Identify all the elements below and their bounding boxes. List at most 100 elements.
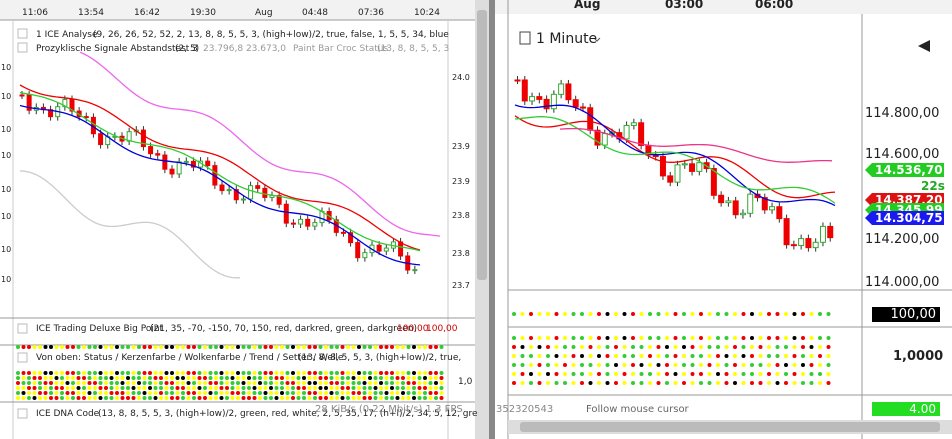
splitter[interactable] <box>489 0 495 439</box>
candle <box>183 160 189 163</box>
signal-dot <box>588 372 593 376</box>
signal-dot <box>335 391 339 395</box>
indicator-line <box>514 104 836 207</box>
collapse-arrow[interactable] <box>918 40 930 52</box>
signal-dot <box>192 386 196 390</box>
signal-dot <box>335 381 339 385</box>
signal-dot <box>716 381 720 385</box>
signal-dot <box>98 396 103 400</box>
candle <box>827 225 834 239</box>
signal-dot <box>208 381 213 385</box>
signal-dot <box>346 396 350 400</box>
signal-dot <box>274 376 279 380</box>
signal-dot <box>390 381 394 385</box>
signal-dot <box>49 345 53 349</box>
signal-dot <box>263 396 268 400</box>
signal-dot <box>699 336 703 340</box>
signal-dot <box>716 312 720 316</box>
signal-dot <box>665 312 669 316</box>
checkbox[interactable] <box>17 352 28 363</box>
signal-dot <box>423 386 427 390</box>
signal-dot <box>357 376 361 380</box>
signal-dot <box>357 386 361 390</box>
signal-dot <box>142 396 147 400</box>
signal-dot <box>214 386 218 390</box>
signal-dot <box>597 312 601 316</box>
signal-dot <box>49 396 53 400</box>
signal-dot <box>439 376 444 380</box>
signal-dot <box>648 372 652 376</box>
signal-dot <box>384 345 389 349</box>
signal-dot <box>362 376 367 380</box>
indicator-line <box>514 116 836 204</box>
signal-dot <box>379 396 383 400</box>
signal-dot <box>775 336 780 340</box>
signal-dot <box>131 371 136 375</box>
signal-dot <box>258 345 262 349</box>
signal-dot <box>809 372 814 376</box>
signal-dot <box>395 396 400 400</box>
signal-dot <box>104 371 108 375</box>
signal-dot <box>379 371 383 375</box>
signal-dot <box>170 386 174 390</box>
signal-dot <box>554 363 559 367</box>
signal-dot <box>252 376 257 380</box>
signal-dot <box>153 396 158 400</box>
signal-dot <box>329 396 334 400</box>
follow-toggle[interactable]: Follow mouse cursor <box>586 404 689 415</box>
signal-dot <box>307 371 312 375</box>
signal-dot <box>71 386 75 390</box>
signal-dot <box>104 391 108 395</box>
signal-dot <box>605 312 610 316</box>
signal-dot <box>170 371 174 375</box>
signal-dot <box>639 381 644 385</box>
signal-dot <box>93 345 97 349</box>
panel-params: (13, 8, 8, 5, 5, 3, (high+low)/2, true, <box>298 353 462 363</box>
signal-dot <box>302 391 306 395</box>
signal-dot <box>605 336 610 340</box>
signal-dot <box>164 376 169 380</box>
signal-dot <box>197 345 202 349</box>
signal-dot <box>428 386 433 390</box>
signal-dot <box>324 371 328 375</box>
signal-dot <box>175 345 180 349</box>
signal-dot <box>512 381 516 385</box>
signal-dot <box>126 345 130 349</box>
signal-dot <box>554 354 559 358</box>
checkbox[interactable] <box>17 323 28 334</box>
signal-dot <box>252 381 257 385</box>
signal-dot <box>60 345 64 349</box>
candle <box>376 244 382 252</box>
signal-dot <box>412 345 416 349</box>
candle <box>638 122 645 146</box>
signal-dot <box>269 371 273 375</box>
signal-dot <box>614 354 618 358</box>
signal-dot <box>109 386 114 390</box>
signal-dot <box>115 396 119 400</box>
signal-dot <box>181 376 185 380</box>
signal-dot <box>758 363 763 367</box>
signal-dot <box>98 391 103 395</box>
signal-dot <box>724 381 729 385</box>
h-scroll-thumb[interactable] <box>520 422 940 432</box>
signal-dot <box>417 345 422 349</box>
signal-dot <box>401 386 405 390</box>
candle <box>362 252 368 259</box>
signal-dot <box>362 386 367 390</box>
signal-dot <box>164 381 169 385</box>
signal-dot <box>512 312 516 316</box>
signal-dot <box>137 396 141 400</box>
signal-dot <box>16 396 20 400</box>
candle <box>340 231 346 234</box>
signal-dot <box>384 371 389 375</box>
scroll-thumb[interactable] <box>477 10 487 280</box>
signal-dot <box>401 376 405 380</box>
checkbox[interactable] <box>17 42 28 53</box>
signal-dot <box>395 391 400 395</box>
signal-dot <box>16 386 20 390</box>
signal-dot <box>401 345 405 349</box>
checkbox[interactable] <box>17 28 28 39</box>
signal-dot <box>673 336 678 340</box>
signal-dot <box>588 381 593 385</box>
checkbox[interactable] <box>17 408 28 419</box>
